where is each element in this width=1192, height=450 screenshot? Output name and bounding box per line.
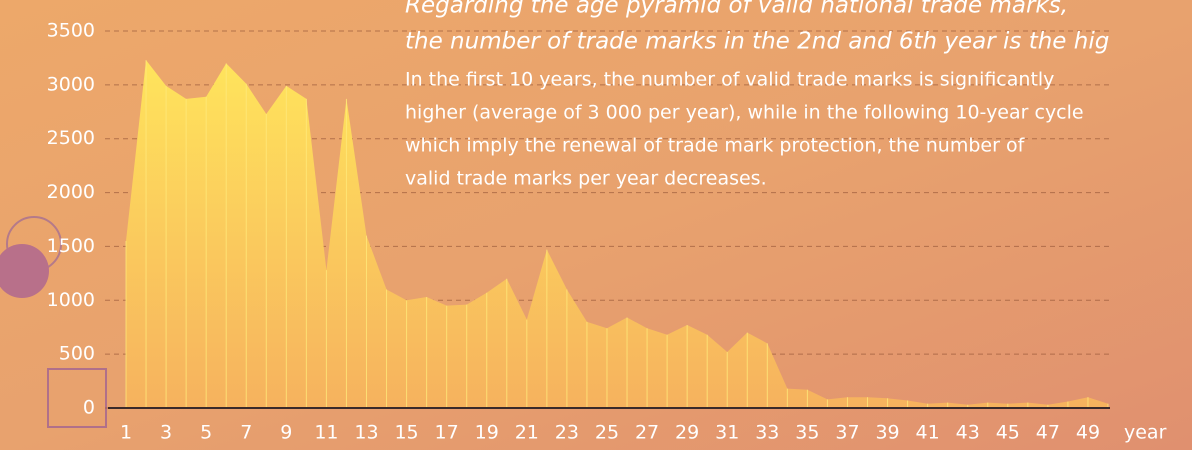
x-tick-label: 45	[996, 422, 1020, 444]
annotation: which imply the renewal of trade mark pr…	[405, 135, 1026, 157]
x-tick-label: 35	[795, 422, 819, 444]
x-tick-label: 29	[675, 422, 699, 444]
y-tick-label: 1000	[47, 289, 95, 311]
chart-title: Regarding the age pyramid of valid natio…	[405, 0, 1068, 19]
x-tick-label: 5	[200, 422, 212, 444]
x-tick-label: 23	[555, 422, 579, 444]
annotation: higher (average of 3 000 per year), whil…	[405, 102, 1084, 124]
y-tick-label: 0	[83, 397, 95, 419]
decor-square	[47, 368, 107, 428]
x-tick-label: 19	[475, 422, 499, 444]
x-tick-label: 27	[635, 422, 659, 444]
y-tick-label: 2000	[47, 181, 95, 203]
x-tick-label: 11	[314, 422, 338, 444]
x-tick-label: 37	[835, 422, 859, 444]
x-tick-label: 9	[280, 422, 292, 444]
x-tick-label: 1	[120, 422, 132, 444]
x-tick-label: 15	[394, 422, 418, 444]
x-tick-label: 41	[916, 422, 940, 444]
y-tick-label: 3000	[47, 73, 95, 95]
x-tick-label: 17	[435, 422, 459, 444]
x-axis-label: year	[1124, 422, 1167, 444]
x-tick-label: 49	[1076, 422, 1100, 444]
x-tick-label: 21	[515, 422, 539, 444]
y-tick-label: 1500	[47, 235, 95, 257]
x-tick-label: 13	[354, 422, 378, 444]
x-tick-label: 33	[755, 422, 779, 444]
chart-title: the number of trade marks in the 2nd and…	[405, 29, 1109, 55]
y-tick-label: 500	[59, 343, 95, 365]
y-tick-label: 3500	[47, 20, 95, 42]
area	[126, 60, 1108, 409]
x-tick-label: 7	[240, 422, 252, 444]
x-tick-label: 25	[595, 422, 619, 444]
x-tick-label: 43	[956, 422, 980, 444]
y-tick-label: 2500	[47, 127, 95, 149]
x-tick-label: 3	[160, 422, 172, 444]
x-tick-label: 47	[1036, 422, 1060, 444]
annotation: valid trade marks per year decreases.	[405, 168, 767, 190]
decor-circle	[0, 244, 49, 298]
x-tick-label: 31	[715, 422, 739, 444]
x-tick-label: 39	[875, 422, 899, 444]
annotation: In the first 10 years, the number of val…	[405, 69, 1054, 91]
